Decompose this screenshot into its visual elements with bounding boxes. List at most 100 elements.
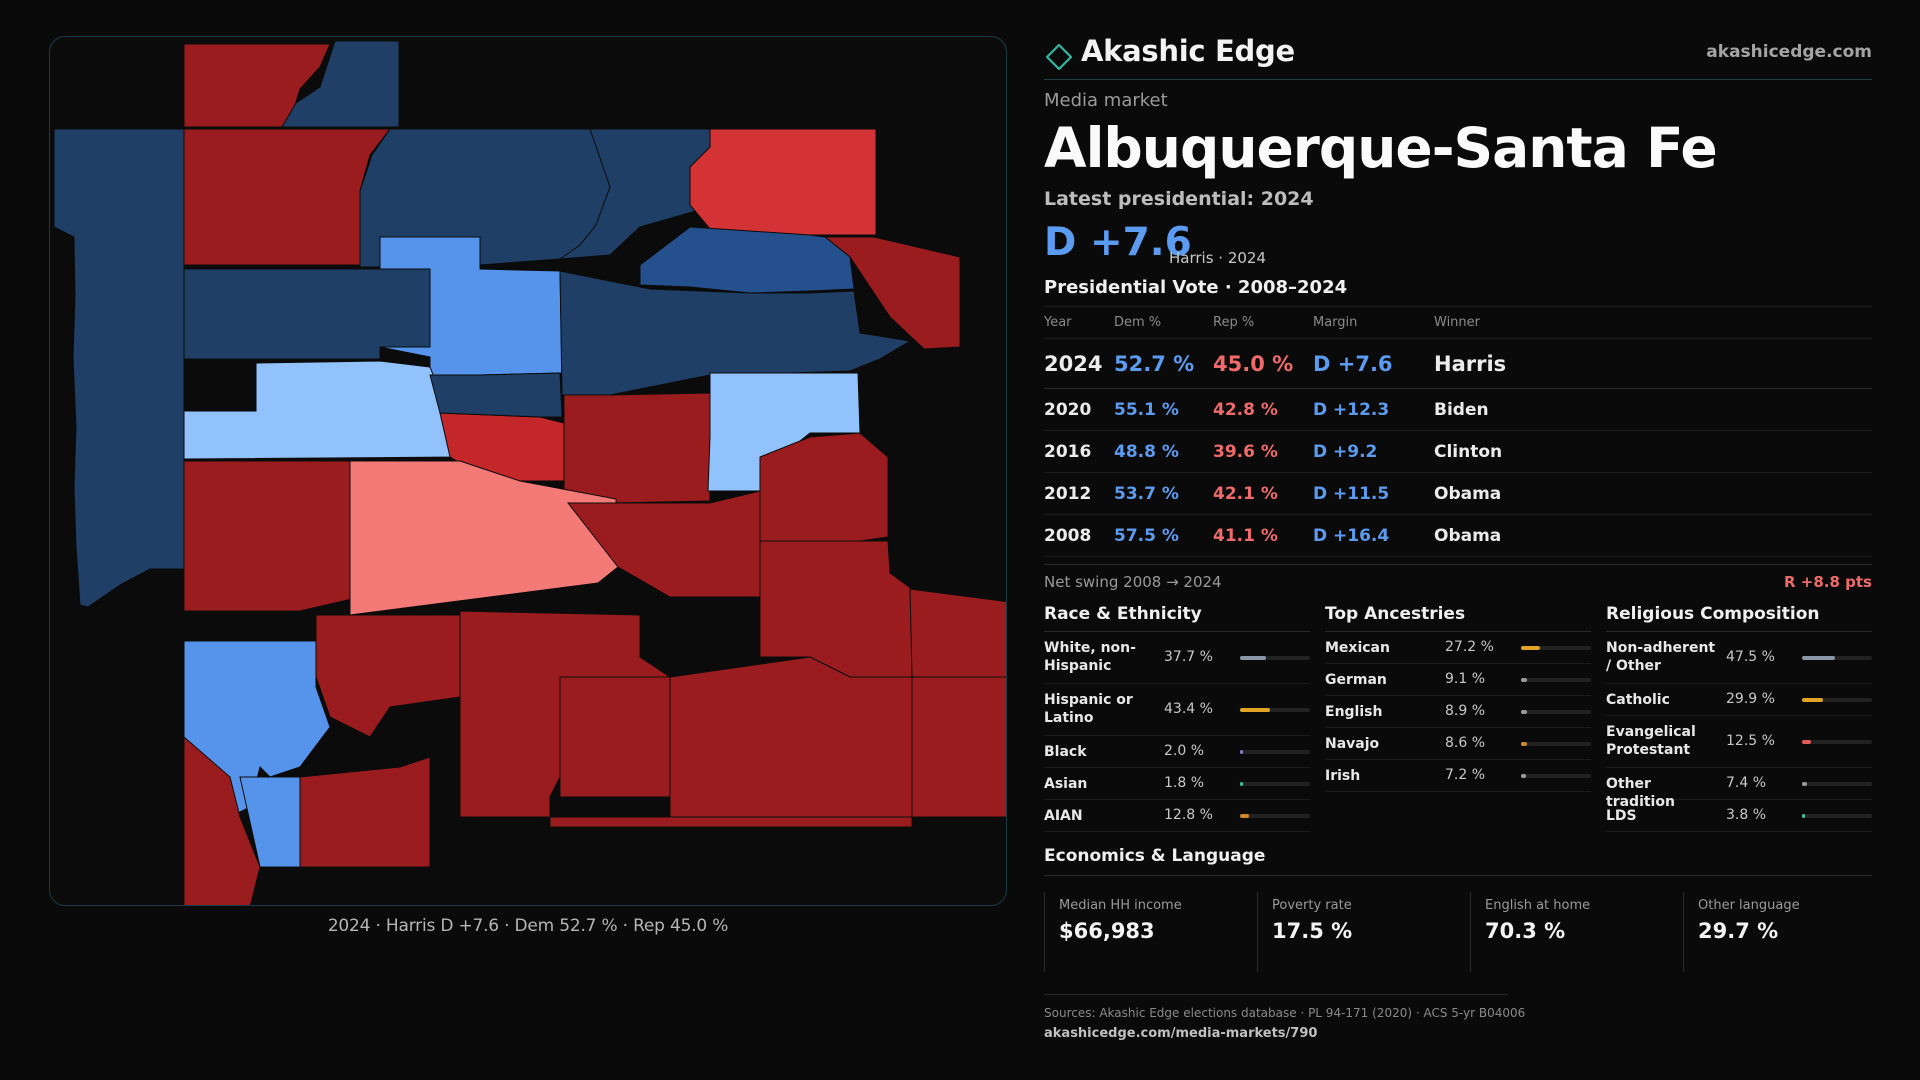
ancestry-title: Top Ancestries: [1325, 602, 1591, 632]
share-bar-fill: [1521, 646, 1541, 650]
county-southwest-red[interactable]: [315, 614, 461, 738]
county-center-dark-blue[interactable]: [429, 372, 563, 418]
share-bar-track: [1802, 740, 1872, 744]
county-south-red-2[interactable]: [559, 676, 671, 798]
cell-margin: D +16.4: [1313, 514, 1434, 557]
religion-section: Religious Composition Non-adherent / Oth…: [1606, 602, 1872, 832]
county-far-southeast-red[interactable]: [911, 676, 1007, 818]
county-northwest-red[interactable]: [183, 43, 331, 128]
table-row[interactable]: 2012 53.7 % 42.1 % D +11.5 Obama: [1044, 472, 1872, 515]
column-header-dem: Dem %: [1114, 306, 1213, 339]
list-item: Mexican 27.2 %: [1325, 632, 1591, 664]
item-value: 7.4 %: [1726, 775, 1767, 791]
county-south-center-blue[interactable]: [239, 776, 301, 868]
table-row[interactable]: 2008 57.5 % 41.1 % D +16.4 Obama: [1044, 514, 1872, 557]
county-choropleth[interactable]: [50, 37, 1007, 906]
county-northeast-red[interactable]: [689, 128, 877, 238]
cell-year: 2016: [1044, 430, 1114, 473]
latest-winner: Harris · 2024: [1169, 249, 1267, 267]
latest-presidential-label: Latest presidential: 2024: [1044, 188, 1314, 210]
column-header-rep: Rep %: [1213, 306, 1313, 339]
item-label: LDS: [1606, 808, 1637, 824]
diamond-logo-icon: [1046, 44, 1072, 70]
market-map[interactable]: [49, 36, 1007, 906]
cell-rep: 42.1 %: [1213, 472, 1313, 515]
county-south-red-4[interactable]: [549, 816, 913, 828]
presidential-vote-table: Year Dem % Rep % Margin Winner 2024 52.7 …: [1044, 306, 1872, 557]
share-bar-fill: [1521, 774, 1527, 778]
cell-rep: 45.0 %: [1213, 338, 1313, 389]
list-item: AIAN 12.8 %: [1044, 800, 1310, 832]
list-item: Hispanic or Latino 43.4 %: [1044, 684, 1310, 736]
county-east-blue[interactable]: [639, 226, 855, 294]
item-label: Irish: [1325, 768, 1361, 784]
religion-title: Religious Composition: [1606, 602, 1872, 632]
item-value: 27.2 %: [1445, 639, 1494, 655]
item-label: AIAN: [1044, 808, 1083, 824]
column-header-margin: Margin: [1313, 306, 1434, 339]
table-row[interactable]: 2024 52.7 % 45.0 % D +7.6 Harris: [1044, 338, 1872, 389]
cell-margin: D +7.6: [1313, 338, 1434, 389]
brand-url-link[interactable]: akashicedge.com: [1706, 42, 1872, 62]
cell-year: 2008: [1044, 514, 1114, 557]
county-north-blue[interactable]: [281, 40, 400, 128]
cell-winner: Biden: [1434, 388, 1872, 431]
county-west-center-red[interactable]: [183, 460, 353, 612]
county-west-blue[interactable]: [53, 128, 185, 608]
item-label: Non-adherent / Other: [1606, 640, 1716, 674]
item-label: Asian: [1044, 776, 1088, 792]
share-bar-track: [1240, 708, 1310, 712]
item-value: 3.8 %: [1726, 807, 1767, 823]
sources-url-link[interactable]: akashicedge.com/media-markets/790: [1044, 1026, 1318, 1041]
item-label: Black: [1044, 744, 1087, 760]
cell-winner: Clinton: [1434, 430, 1872, 473]
item-value: 29.9 %: [1726, 691, 1775, 707]
share-bar-track: [1521, 710, 1591, 714]
share-bar-fill: [1802, 740, 1811, 744]
cell-year: 2012: [1044, 472, 1114, 515]
ancestry-section: Top Ancestries Mexican 27.2 % German 9.1 % E…: [1325, 602, 1591, 792]
religion-list: Non-adherent / Other 47.5 % Catholic 29.9 %…: [1606, 632, 1872, 832]
econ-cell-income: Median HH income $66,983: [1044, 892, 1244, 972]
net-swing-row: Net swing 2008 → 2024 R +8.8 pts: [1044, 564, 1872, 594]
map-caption: 2024 · Harris D +7.6 · Dem 52.7 % · Rep …: [327, 916, 729, 936]
county-northwest-red-2[interactable]: [183, 128, 392, 266]
share-bar-fill: [1802, 782, 1808, 786]
econ-label: Median HH income: [1059, 898, 1182, 913]
table-header-row: Year Dem % Rep % Margin Winner: [1044, 306, 1872, 339]
table-row[interactable]: 2016 48.8 % 39.6 % D +9.2 Clinton: [1044, 430, 1872, 473]
ancestry-list: Mexican 27.2 % German 9.1 % English 8.9 % Nava…: [1325, 632, 1591, 792]
cell-rep: 39.6 %: [1213, 430, 1313, 473]
county-center-light-blue[interactable]: [183, 360, 461, 460]
share-bar-fill: [1521, 678, 1528, 682]
econ-label: Poverty rate: [1272, 898, 1352, 913]
cell-dem: 48.8 %: [1114, 430, 1213, 473]
item-value: 37.7 %: [1164, 649, 1213, 665]
county-center-blue-2[interactable]: [559, 270, 912, 396]
county-east-red-2[interactable]: [759, 540, 913, 678]
county-northeast-dark-red[interactable]: [823, 236, 961, 350]
county-center-east-red[interactable]: [563, 392, 711, 504]
item-value: 8.6 %: [1445, 735, 1486, 751]
item-label: Navajo: [1325, 736, 1380, 752]
cell-winner: Harris: [1434, 338, 1872, 389]
cell-year: 2020: [1044, 388, 1114, 431]
share-bar-track: [1521, 678, 1591, 682]
race-ethnicity-title: Race & Ethnicity: [1044, 602, 1310, 632]
county-south-center-red-2[interactable]: [299, 756, 431, 868]
county-east-red[interactable]: [759, 432, 889, 542]
list-item: Other tradition 7.4 %: [1606, 768, 1872, 810]
share-bar-track: [1240, 782, 1310, 786]
list-item: Black 2.0 %: [1044, 736, 1310, 768]
econ-cell-other-language: Other language 29.7 %: [1683, 892, 1883, 972]
item-label: White, non-Hispanic: [1044, 640, 1136, 674]
item-label: Mexican: [1325, 640, 1390, 656]
table-row[interactable]: 2020 55.1 % 42.8 % D +12.3 Biden: [1044, 388, 1872, 431]
item-label: Hispanic or Latino: [1044, 692, 1133, 726]
list-item: LDS 3.8 %: [1606, 800, 1872, 832]
county-south-red-3[interactable]: [669, 656, 913, 818]
cell-rep: 42.8 %: [1213, 388, 1313, 431]
cell-dem: 55.1 %: [1114, 388, 1213, 431]
county-center-blue[interactable]: [183, 268, 431, 360]
cell-dem: 52.7 %: [1114, 338, 1213, 389]
